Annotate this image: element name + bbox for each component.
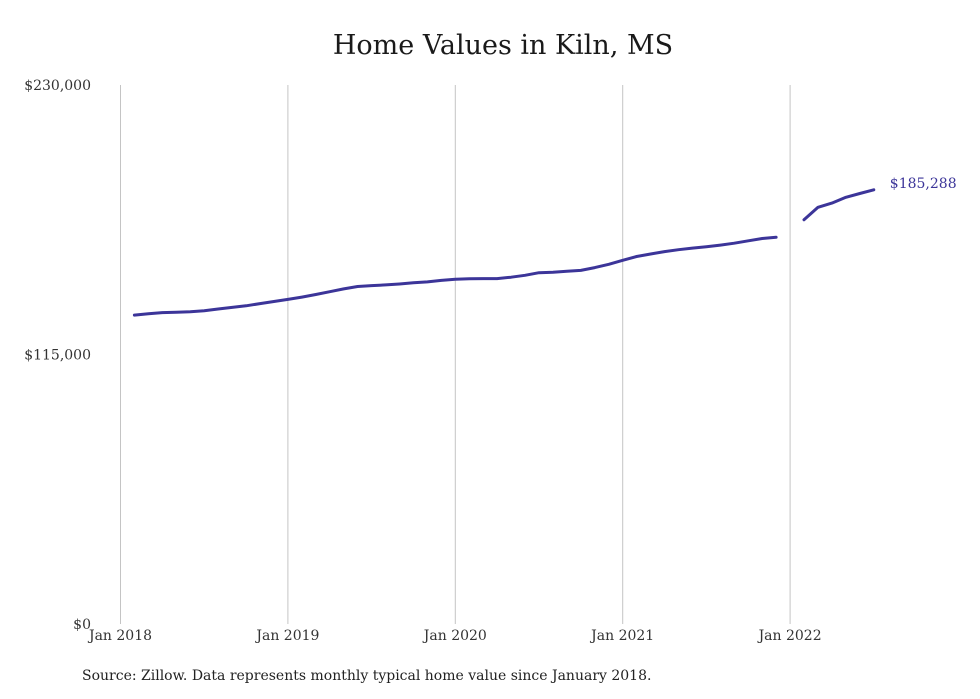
series-line-segment-2 xyxy=(802,188,876,222)
end-value-label: $185,288 xyxy=(890,176,957,192)
y-tick-label: $230,000 xyxy=(24,78,91,94)
y-axis: $0 $115,000 $230,000 xyxy=(24,78,91,633)
series-line-segment-1 xyxy=(132,235,778,317)
series-home-value xyxy=(132,188,876,317)
x-tick-label: Jan 2019 xyxy=(254,628,319,644)
annotations: $185,288 xyxy=(890,176,957,192)
x-tick-label: Jan 2022 xyxy=(757,628,822,644)
x-tick-label: Jan 2020 xyxy=(422,628,487,644)
y-tick-label: $0 xyxy=(73,617,91,633)
chart-title: Home Values in Kiln, MS xyxy=(332,30,674,61)
gridlines xyxy=(120,85,791,624)
y-tick-label: $115,000 xyxy=(24,348,91,364)
x-tick-label: Jan 2021 xyxy=(589,628,654,644)
x-tick-label: Jan 2018 xyxy=(87,628,152,644)
source-note: Source: Zillow. Data represents monthly … xyxy=(82,668,652,684)
x-axis: Jan 2018 Jan 2019 Jan 2020 Jan 2021 Jan 2022 xyxy=(87,628,822,644)
